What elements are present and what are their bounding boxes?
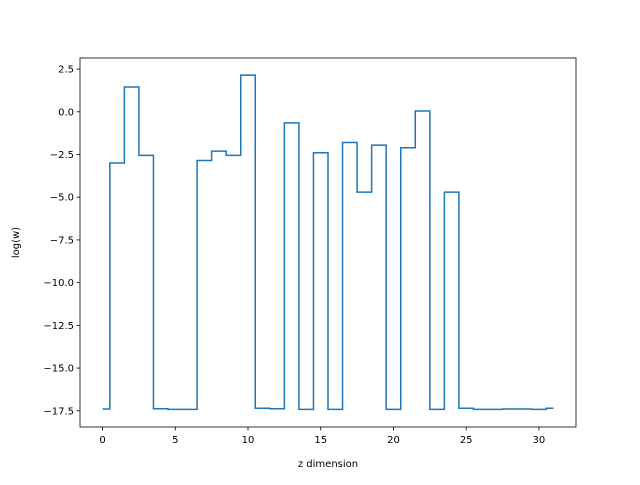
x-tick-label: 25 <box>460 435 473 446</box>
y-tick-label: −10.0 <box>43 278 74 289</box>
y-axis-label: log(w) <box>11 227 22 258</box>
y-tick-label: −2.5 <box>50 150 74 161</box>
y-tick-label: −5.0 <box>50 193 74 204</box>
y-tick-label: 0.0 <box>58 107 74 118</box>
axes-frame <box>79 57 577 428</box>
y-tick-label: −12.5 <box>43 321 74 332</box>
y-tick-label: −17.5 <box>43 406 74 417</box>
x-tick-label: 5 <box>172 435 178 446</box>
x-tick-label: 20 <box>387 435 400 446</box>
y-tick-label: 2.5 <box>58 65 74 76</box>
y-axis-ticks: −17.5 −15.0 −12.5 −10.0 −7.5 −5.0 −2.5 0.0 2.5 <box>43 65 80 417</box>
x-axis-ticks: 0 5 10 15 20 25 30 <box>99 427 545 446</box>
series-line-0 <box>102 74 554 411</box>
x-tick-label: 15 <box>314 435 327 446</box>
y-tick-label: −7.5 <box>50 235 74 246</box>
x-tick-label: 10 <box>242 435 255 446</box>
x-tick-label: 0 <box>99 435 105 446</box>
x-tick-label: 30 <box>533 435 546 446</box>
y-tick-label: −15.0 <box>43 364 74 375</box>
x-axis-label: z dimension <box>298 459 358 470</box>
plot-area <box>102 74 554 411</box>
